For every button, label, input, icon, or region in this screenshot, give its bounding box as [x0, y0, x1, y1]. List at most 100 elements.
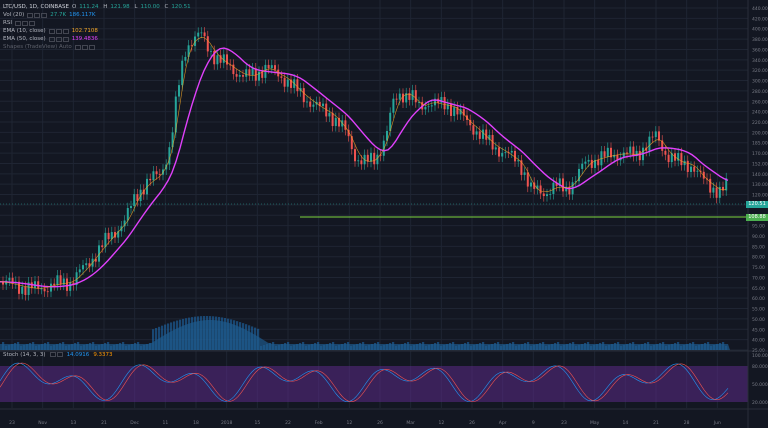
price-tick-label: 45.00	[752, 327, 765, 333]
candle-body	[526, 172, 529, 187]
time-tick-label: 12	[438, 420, 444, 426]
candle-body	[82, 265, 84, 270]
candle-body	[344, 120, 347, 130]
price-tick-label: 50.00	[752, 317, 765, 323]
price-tick-label: 200.00	[752, 130, 768, 136]
candle-body	[546, 194, 548, 197]
eye-icon[interactable]	[27, 12, 34, 18]
settings-icon[interactable]	[81, 44, 88, 50]
ema2-value: 139.4836	[71, 36, 98, 42]
close-icon[interactable]	[62, 28, 69, 34]
candle-body	[56, 275, 59, 286]
candle-body	[78, 269, 81, 273]
legend-rsi-row[interactable]: RSI	[3, 19, 194, 27]
eye-icon[interactable]	[49, 352, 56, 357]
ohlc-open-key: O	[71, 4, 77, 10]
candle-body	[267, 64, 270, 69]
legend-vol-row[interactable]: Vol (20) 27.7K 186.117K	[3, 11, 194, 19]
candle-body	[408, 93, 411, 100]
candle-body	[450, 104, 452, 116]
stoch-d-line	[0, 362, 729, 402]
close-icon[interactable]	[62, 36, 69, 42]
eye-icon[interactable]	[14, 20, 21, 26]
price-tick-label: 80.00	[752, 255, 765, 261]
symbol-label[interactable]: LTC/USD, 1D, COINBASE	[3, 4, 69, 10]
candle-body	[715, 187, 718, 198]
candle-body	[632, 146, 635, 157]
candle-body	[597, 159, 600, 166]
candle-body	[558, 178, 561, 186]
candle-body	[331, 112, 334, 127]
support-price-tag: 108.88	[746, 214, 768, 221]
indicator-buttons[interactable]	[74, 44, 95, 50]
time-tick-label: 13	[70, 420, 76, 426]
close-icon[interactable]	[41, 12, 48, 18]
candle-body	[366, 154, 369, 162]
settings-icon[interactable]	[34, 12, 41, 18]
time-tick-label: 12	[346, 420, 352, 426]
candle-body	[680, 153, 683, 166]
candle-body	[722, 186, 724, 191]
settings-icon[interactable]	[56, 352, 63, 357]
indicator-buttons[interactable]	[48, 28, 69, 34]
candle-body	[226, 54, 228, 65]
candle-body	[635, 150, 638, 157]
price-tick-label: 340.00	[752, 58, 768, 64]
close-icon[interactable]	[28, 20, 35, 26]
candle-body	[654, 131, 657, 138]
candle-body	[152, 171, 155, 181]
indicator-buttons[interactable]	[48, 36, 69, 42]
candle-body	[232, 64, 235, 75]
vol-value-1: 27.7K	[50, 12, 67, 18]
indicator-buttons[interactable]	[49, 352, 63, 359]
candle-body	[584, 161, 587, 164]
eye-icon[interactable]	[48, 36, 55, 42]
candle-body	[168, 147, 171, 165]
price-tick-label: 55.00	[752, 307, 765, 313]
price-tick-label: 140.00	[752, 172, 768, 178]
price-tick-label: 240.00	[752, 110, 768, 116]
candle-body	[520, 160, 523, 175]
candle-body	[482, 129, 484, 139]
settings-icon[interactable]	[21, 20, 28, 26]
candle-body	[350, 136, 353, 150]
settings-icon[interactable]	[55, 28, 62, 34]
candle-body	[456, 107, 459, 115]
volume-ma-area	[0, 320, 730, 350]
eye-icon[interactable]	[74, 44, 81, 50]
time-tick-label: 2018	[221, 420, 233, 426]
candle-body	[2, 281, 4, 285]
candle-body	[523, 172, 526, 175]
price-tick-label: 440.00	[752, 6, 768, 12]
candle-body	[98, 245, 100, 262]
candle-body	[75, 272, 78, 286]
ohlc-low: 110.00	[140, 4, 160, 10]
indicator-buttons[interactable]	[14, 20, 35, 26]
candle-body	[392, 98, 395, 113]
candle-body	[370, 152, 372, 162]
candle-body	[248, 69, 251, 76]
settings-icon[interactable]	[55, 36, 62, 42]
time-tick-label: Apr	[499, 420, 507, 426]
stoch-legend[interactable]: Stoch (14, 3, 3) 14.0916 9.3373	[3, 352, 113, 359]
candle-body	[258, 71, 260, 81]
legend-extra-row[interactable]: Shapes (TradeView) Auto	[3, 43, 194, 51]
ohlc-close: 120.51	[171, 4, 191, 10]
candle-body	[149, 178, 152, 181]
candle-body	[440, 97, 443, 103]
candle-body	[590, 159, 593, 168]
candle-body	[110, 232, 113, 240]
candle-body	[613, 154, 616, 158]
legend-ema2-row[interactable]: EMA (50, close) 139.4836	[3, 35, 194, 43]
candle-body	[341, 120, 344, 127]
close-icon[interactable]	[88, 44, 95, 50]
candle-body	[158, 174, 161, 175]
candle-body	[699, 170, 702, 172]
eye-icon[interactable]	[48, 28, 55, 34]
candle-body	[213, 50, 216, 65]
legend-ema1-row[interactable]: EMA (10, close) 102.7108	[3, 27, 194, 35]
candle-body	[562, 178, 564, 192]
indicator-buttons[interactable]	[27, 12, 48, 18]
